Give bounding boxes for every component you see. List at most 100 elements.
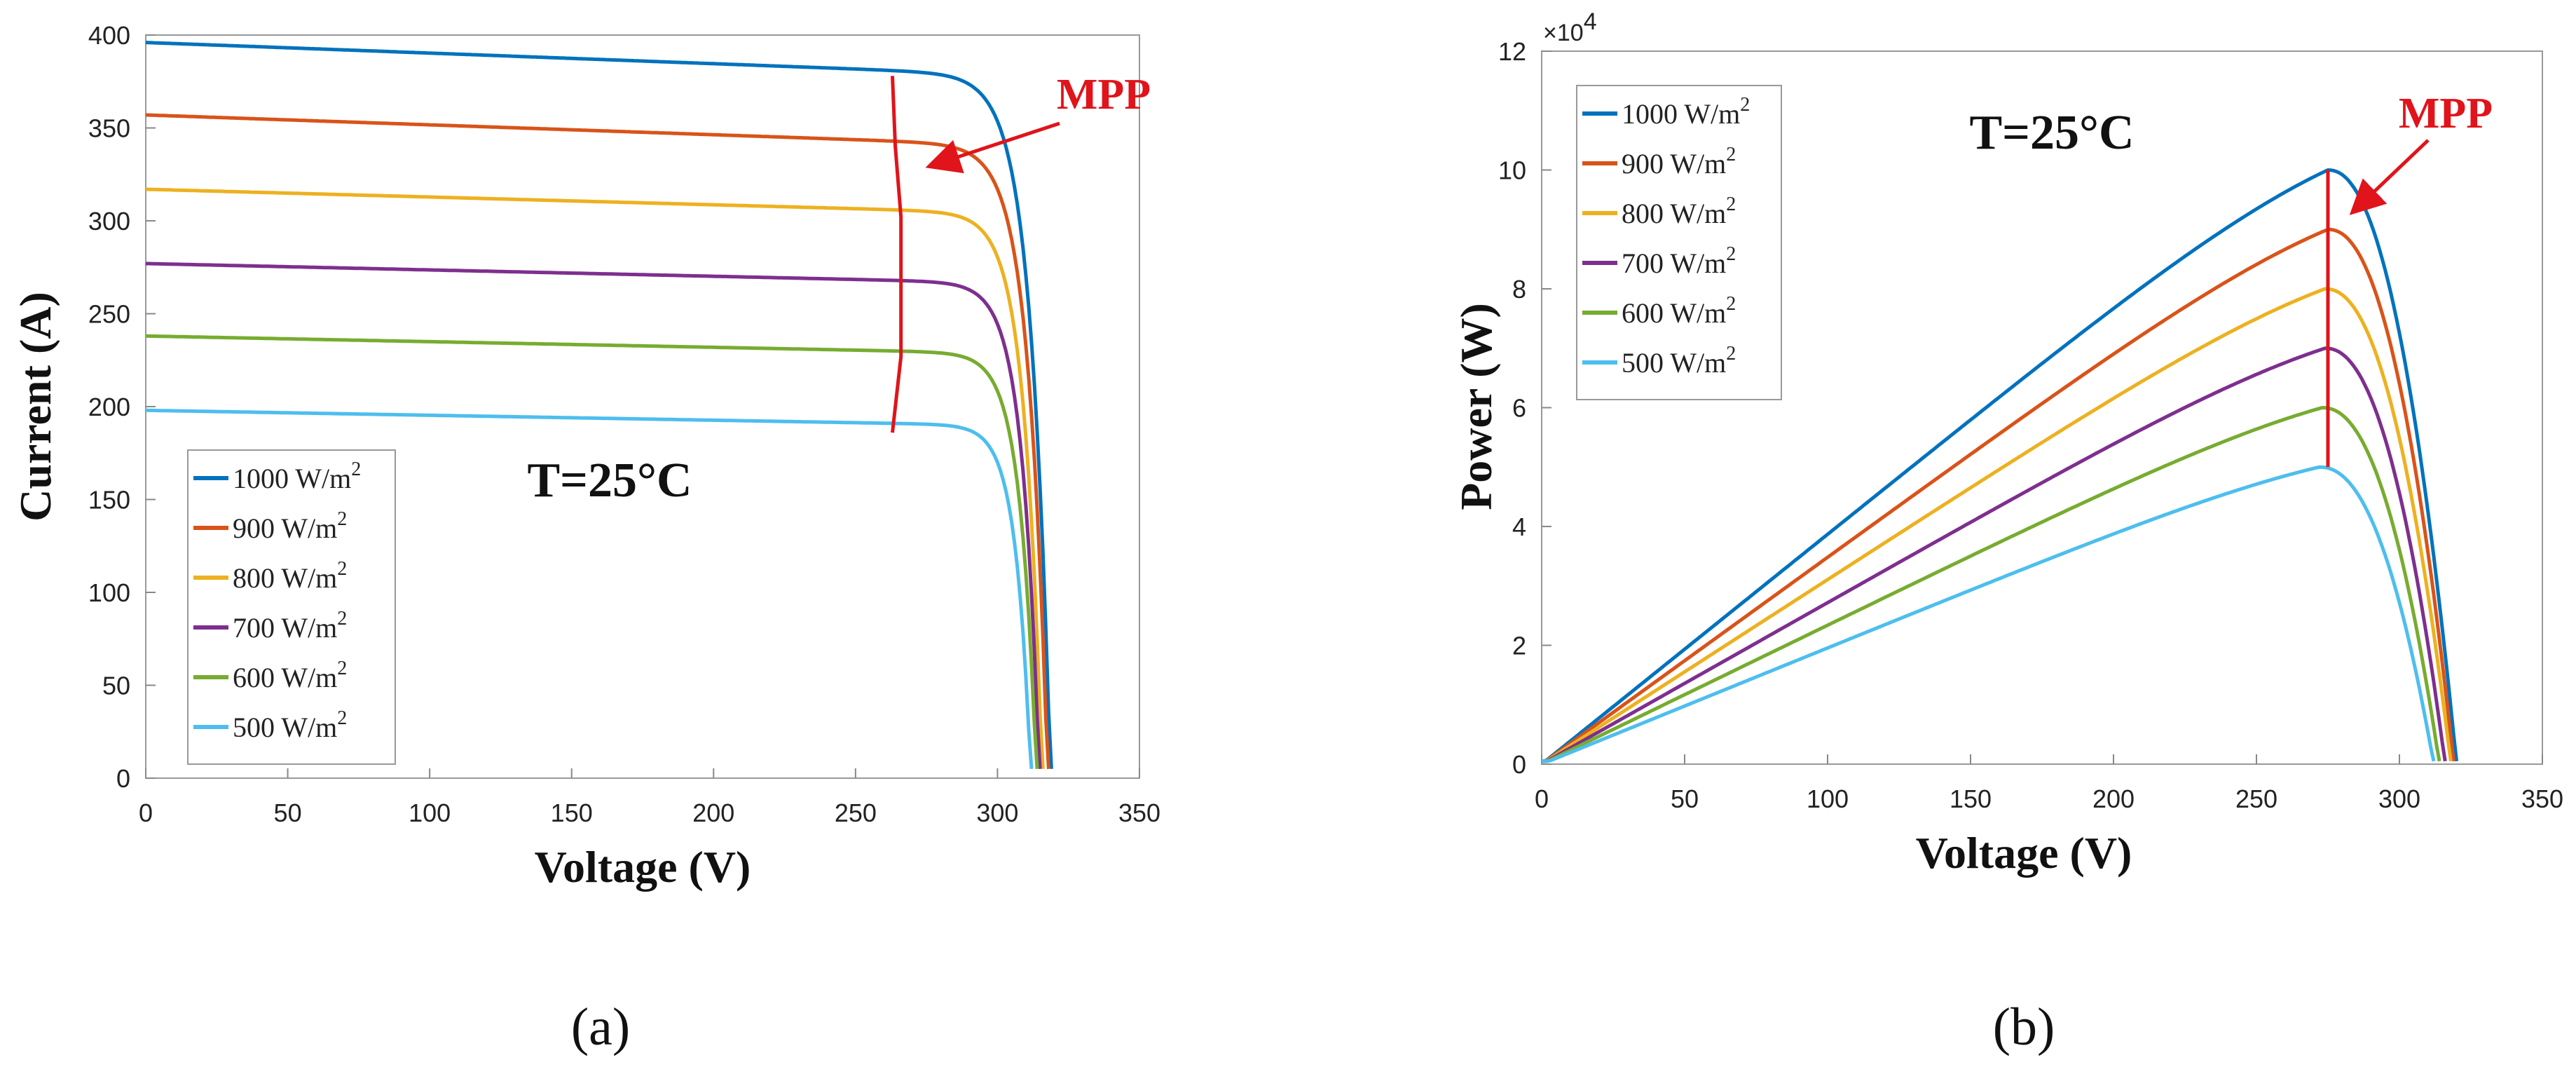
chart-b-legend-label: 900 W/m bbox=[1622, 148, 1726, 179]
chart-a-legend-entry: 700 W/m2 bbox=[233, 608, 347, 644]
chart-b-y-multiplier-base: ×10 bbox=[1543, 20, 1584, 46]
chart-a-y-tick-label: 0 bbox=[116, 764, 130, 793]
chart-b-legend-label: 600 W/m bbox=[1622, 297, 1726, 329]
chart-a-legend-entry: 800 W/m2 bbox=[233, 558, 347, 594]
chart-b-x-axis-title: Voltage (V) bbox=[1916, 828, 2132, 878]
chart-b-y-tick-label: 4 bbox=[1512, 512, 1526, 541]
chart-b-y-tick-label: 8 bbox=[1512, 275, 1526, 304]
chart-a-y-axis-title: Current (A) bbox=[11, 292, 60, 522]
chart-a-series-line bbox=[145, 41, 1053, 769]
chart-a-legend-superscript: 2 bbox=[337, 608, 347, 630]
chart-a-series-line bbox=[145, 187, 1045, 769]
chart-a-mpp-arrow bbox=[925, 121, 1060, 174]
chart-b-legend-superscript: 2 bbox=[1726, 343, 1736, 365]
chart-b-legend-label: 700 W/m bbox=[1622, 247, 1726, 279]
chart-b-series-line bbox=[1542, 405, 2441, 763]
chart-a-legend-entry: 900 W/m2 bbox=[233, 508, 347, 544]
chart-a: 0 50 100 150 200 250 300 350 0 50 100 150 200 250 300 3… bbox=[11, 21, 1160, 1056]
chart-a-x-tick-label: 350 bbox=[1118, 798, 1160, 827]
chart-a-legend-label: 500 W/m bbox=[233, 712, 337, 743]
chart-a-legend-superscript: 2 bbox=[337, 508, 347, 530]
chart-b-legend-label: 1000 W/m bbox=[1622, 98, 1740, 130]
chart-a-series bbox=[145, 41, 1053, 769]
chart-b-x-tick-label: 0 bbox=[1535, 784, 1549, 813]
chart-a-x-axis-title: Voltage (V) bbox=[535, 842, 751, 892]
chart-a-legend-box bbox=[187, 449, 396, 765]
chart-a-mpp-label: MPP bbox=[1057, 71, 1151, 118]
chart-b-legend-superscript: 2 bbox=[1726, 144, 1736, 165]
chart-a-legend-label: 600 W/m bbox=[233, 662, 337, 693]
chart-a-x-tick-label: 300 bbox=[976, 798, 1018, 827]
chart-b-legend-box bbox=[1576, 85, 1782, 400]
chart-b-y-tick-label: 0 bbox=[1512, 750, 1526, 779]
chart-b-legend-superscript: 2 bbox=[1726, 193, 1736, 215]
chart-a-x-tick-label: 250 bbox=[835, 798, 877, 827]
chart-b-y-tick-label: 12 bbox=[1498, 37, 1526, 66]
chart-b-x-tick-label: 250 bbox=[2235, 784, 2277, 813]
chart-b-mpp-arrow bbox=[2349, 139, 2430, 215]
chart-b-ticks: 0 50 100 150 200 250 300 350 0 2 4 6 8 10 12 bbox=[1498, 37, 2563, 813]
chart-b-x-tick-label: 350 bbox=[2521, 784, 2563, 813]
chart-b-legend-entry: 700 W/m2 bbox=[1622, 243, 1736, 279]
chart-a-x-tick-label: 100 bbox=[409, 798, 451, 827]
chart-b-x-tick-label: 200 bbox=[2092, 784, 2135, 813]
chart-b-y-multiplier-exp: 4 bbox=[1584, 8, 1597, 35]
chart-a-series-line bbox=[145, 408, 1034, 769]
chart-b-legend-entry: 500 W/m2 bbox=[1622, 343, 1736, 379]
chart-a-ticks: 0 50 100 150 200 250 300 350 0 50 100 150 200 250 300 3… bbox=[88, 21, 1160, 827]
chart-a-y-tick-label: 400 bbox=[88, 21, 130, 50]
chart-a-legend-label: 800 W/m bbox=[233, 562, 337, 594]
chart-b-legend-entry: 600 W/m2 bbox=[1622, 293, 1736, 329]
chart-b-legend-superscript: 2 bbox=[1740, 94, 1750, 116]
chart-b-legend-label: 800 W/m bbox=[1622, 198, 1726, 229]
chart-a-annotations bbox=[891, 76, 1060, 433]
chart-b-series-line bbox=[1542, 346, 2447, 763]
chart-a-legend-label: 1000 W/m bbox=[233, 463, 351, 494]
chart-a-y-tick-label: 350 bbox=[88, 114, 130, 143]
chart-a-y-tick-label: 50 bbox=[102, 672, 130, 700]
chart-b-x-tick-label: 50 bbox=[1671, 784, 1699, 813]
chart-a-y-tick-label: 300 bbox=[88, 207, 130, 236]
chart-a-legend-entry: 600 W/m2 bbox=[233, 658, 347, 693]
chart-a-legend-label: 900 W/m bbox=[233, 512, 337, 544]
chart-a-x-tick-label: 150 bbox=[551, 798, 593, 827]
chart-b-y-tick-label: 6 bbox=[1512, 394, 1526, 423]
chart-a-y-tick-label: 250 bbox=[88, 300, 130, 329]
chart-b-legend-entry: 1000 W/m2 bbox=[1622, 94, 1750, 130]
chart-b-temperature-annotation: T=25°C bbox=[1969, 106, 2134, 160]
chart-a-legend-label: 700 W/m bbox=[233, 612, 337, 644]
chart-a-temperature-annotation: T=25°C bbox=[527, 454, 692, 508]
chart-b-series-line bbox=[1542, 227, 2455, 763]
chart-a-legend-superscript: 2 bbox=[351, 458, 361, 480]
chart-b-x-tick-label: 100 bbox=[1807, 784, 1849, 813]
chart-b-series-line bbox=[1542, 287, 2453, 763]
chart-a-legend-superscript: 2 bbox=[337, 558, 347, 580]
chart-b-annotations bbox=[2326, 139, 2430, 468]
chart-a-x-tick-label: 50 bbox=[274, 798, 302, 827]
chart-b-legend-entry: 800 W/m2 bbox=[1622, 193, 1736, 229]
chart-b-legend-superscript: 2 bbox=[1726, 243, 1736, 265]
chart-a-x-tick-label: 200 bbox=[692, 798, 734, 827]
chart-b-series bbox=[1542, 168, 2459, 763]
chart-b-legend-superscript: 2 bbox=[1726, 293, 1736, 315]
chart-b-y-multiplier: ×104 bbox=[1543, 8, 1597, 46]
chart-a-panel-label: (a) bbox=[571, 998, 630, 1056]
chart-b-y-axis-title: Power (W) bbox=[1451, 303, 1501, 510]
chart-a-legend-superscript: 2 bbox=[337, 707, 347, 729]
chart-b-y-tick-label: 10 bbox=[1498, 156, 1526, 185]
chart-a-legend-entry: 1000 W/m2 bbox=[233, 458, 361, 494]
chart-a-legend-entry: 500 W/m2 bbox=[233, 707, 347, 743]
chart-a-series-line bbox=[146, 261, 1042, 769]
chart-b-panel-label: (b) bbox=[1993, 998, 2055, 1056]
chart-b-series-line bbox=[1542, 168, 2459, 763]
chart-a-y-tick-label: 150 bbox=[88, 486, 130, 515]
chart-b-mpp-label: MPP bbox=[2399, 90, 2493, 137]
chart-b-legend-label: 500 W/m bbox=[1622, 347, 1726, 379]
chart-a-series-line bbox=[145, 113, 1050, 769]
chart-a-x-tick-label: 0 bbox=[139, 798, 153, 827]
chart-a-series-line bbox=[145, 334, 1039, 769]
chart-a-mpp-curve bbox=[891, 76, 903, 433]
